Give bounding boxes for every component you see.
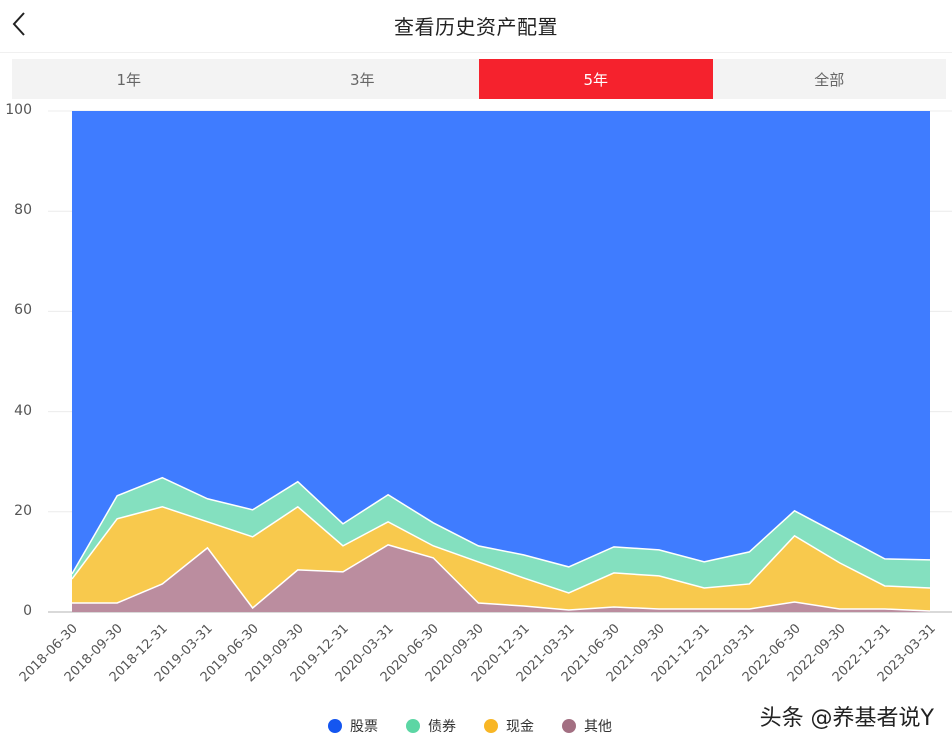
legend-dot-bond-icon [406, 719, 420, 733]
area-stock [72, 111, 930, 574]
y-tick-label: 40 [14, 402, 32, 419]
legend-label: 其他 [584, 719, 612, 735]
tab-3-years[interactable]: 3年 [349, 70, 375, 89]
legend-item-cash[interactable]: 现金 [484, 716, 534, 736]
y-tick-label: 80 [14, 202, 32, 219]
area-bond [72, 477, 930, 593]
area-cash [72, 506, 930, 611]
legend-label: 债券 [428, 719, 456, 735]
back-button[interactable] [6, 8, 34, 40]
legend-dot-stock-icon [328, 719, 342, 733]
y-tick-label: 100 [5, 102, 32, 118]
series-boundary-line [72, 544, 931, 612]
y-tick-label: 0 [23, 603, 32, 619]
chevron-left-icon [12, 12, 25, 36]
header: 查看历史资产配置 [0, 0, 952, 53]
watermark: 头条 @养基者说Y [759, 706, 934, 731]
legend-item-bond[interactable]: 债券 [406, 716, 456, 736]
series-boundary-line [71, 476, 931, 575]
series-boundary-line [71, 505, 931, 594]
y-tick-label: 20 [14, 502, 32, 519]
tab-all[interactable]: 全部 [814, 70, 845, 89]
page-title: 查看历史资产配置 [394, 15, 558, 39]
legend-dot-other-icon [562, 719, 576, 733]
tab-1-year[interactable]: 1年 [116, 70, 142, 89]
legend-label: 股票 [350, 719, 378, 735]
legend-item-other[interactable]: 其他 [562, 716, 612, 736]
legend-dot-cash-icon [484, 719, 498, 733]
area-other [72, 544, 930, 612]
legend-item-stock[interactable]: 股票 [328, 716, 378, 736]
legend-label: 现金 [506, 719, 534, 735]
asset-allocation-chart: 0 20 40 60 80 100 2018-06-30 2018-09-30 2018-12-… [0, 100, 952, 700]
chart-legend: 股票 债券 现金 其他 [328, 716, 640, 736]
y-tick-label: 60 [14, 302, 32, 319]
tab-5-years[interactable]: 5年 [479, 59, 713, 99]
period-tabs: 1年 3年 5年 全部 [12, 59, 946, 99]
stacked-area-plot [48, 110, 952, 613]
